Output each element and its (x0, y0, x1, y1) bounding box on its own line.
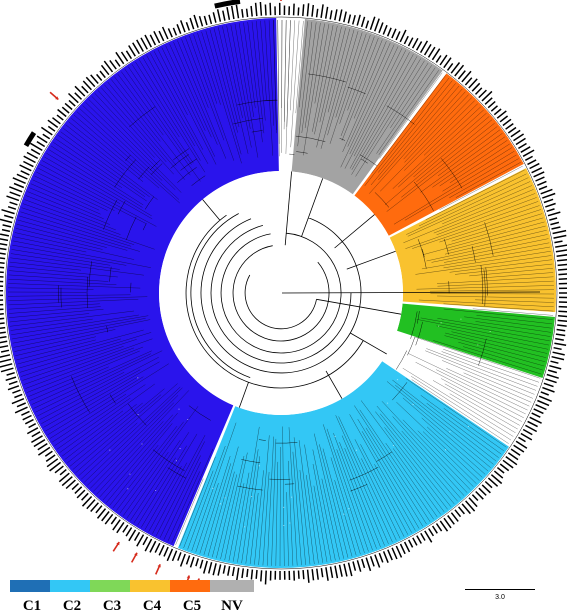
legend-swatch-c2 (50, 580, 94, 592)
arrow-head (280, 0, 282, 1)
legend-swatch-c4 (130, 580, 174, 592)
tree-branches (7, 19, 555, 567)
clade-sector-c2 (177, 361, 509, 568)
legend-label-nv: NV (221, 598, 243, 614)
arrow-head (157, 564, 161, 568)
red-arrow (112, 541, 120, 552)
legend-label-c5: C5 (182, 598, 202, 614)
marker-bar (23, 131, 37, 147)
scale-bar-label: 3.0 (495, 594, 505, 601)
red-arrow (154, 563, 161, 575)
legend-item-c3: C3 (90, 580, 134, 614)
arrow-head (186, 575, 191, 579)
internal-arcs (58, 73, 494, 492)
legend-swatch-nv (210, 580, 254, 592)
core-branch-lines (185, 171, 402, 408)
legend-label-c4: C4 (142, 598, 162, 614)
arrow-head (116, 542, 120, 546)
arrow-head (134, 552, 138, 556)
red-arrow (280, 0, 282, 1)
tip-labels-ring (0, 1, 567, 585)
clade-sector-c3 (397, 303, 555, 378)
scale-bar: 3.0 (465, 586, 537, 608)
clade-sector-c4 (389, 168, 556, 313)
scale-bar-line (465, 589, 535, 590)
legend-label-c3: C3 (102, 598, 122, 614)
legend-item-c1: C1 (10, 580, 54, 614)
legend-item-nv: NV (210, 580, 254, 614)
red-arrow (130, 552, 138, 563)
legend-label-c2: C2 (62, 598, 82, 614)
tree-core-branches (185, 171, 541, 408)
marker-bar (214, 0, 241, 9)
marker-bars (23, 0, 241, 147)
root-branch (281, 291, 541, 294)
arrow-head (55, 96, 59, 100)
legend-item-c4: C4 (130, 580, 174, 614)
legend-swatch-c3 (90, 580, 134, 592)
tip-ring (4, 16, 558, 570)
legend-label-c1: C1 (22, 598, 42, 614)
legend-item-c5: C5 (170, 580, 214, 614)
tip-branch-lines (7, 19, 555, 567)
inner-blank-circle (159, 171, 403, 415)
legend-swatch-c1 (10, 580, 54, 592)
tip-label-ticks (0, 1, 567, 585)
legend-swatch-c5 (170, 580, 214, 592)
clade-legend: C1 C2 C3 C4 C5 NV (10, 580, 280, 614)
red-arrow (49, 91, 59, 101)
branch-highlights (109, 311, 498, 528)
legend-item-c2: C2 (50, 580, 94, 614)
